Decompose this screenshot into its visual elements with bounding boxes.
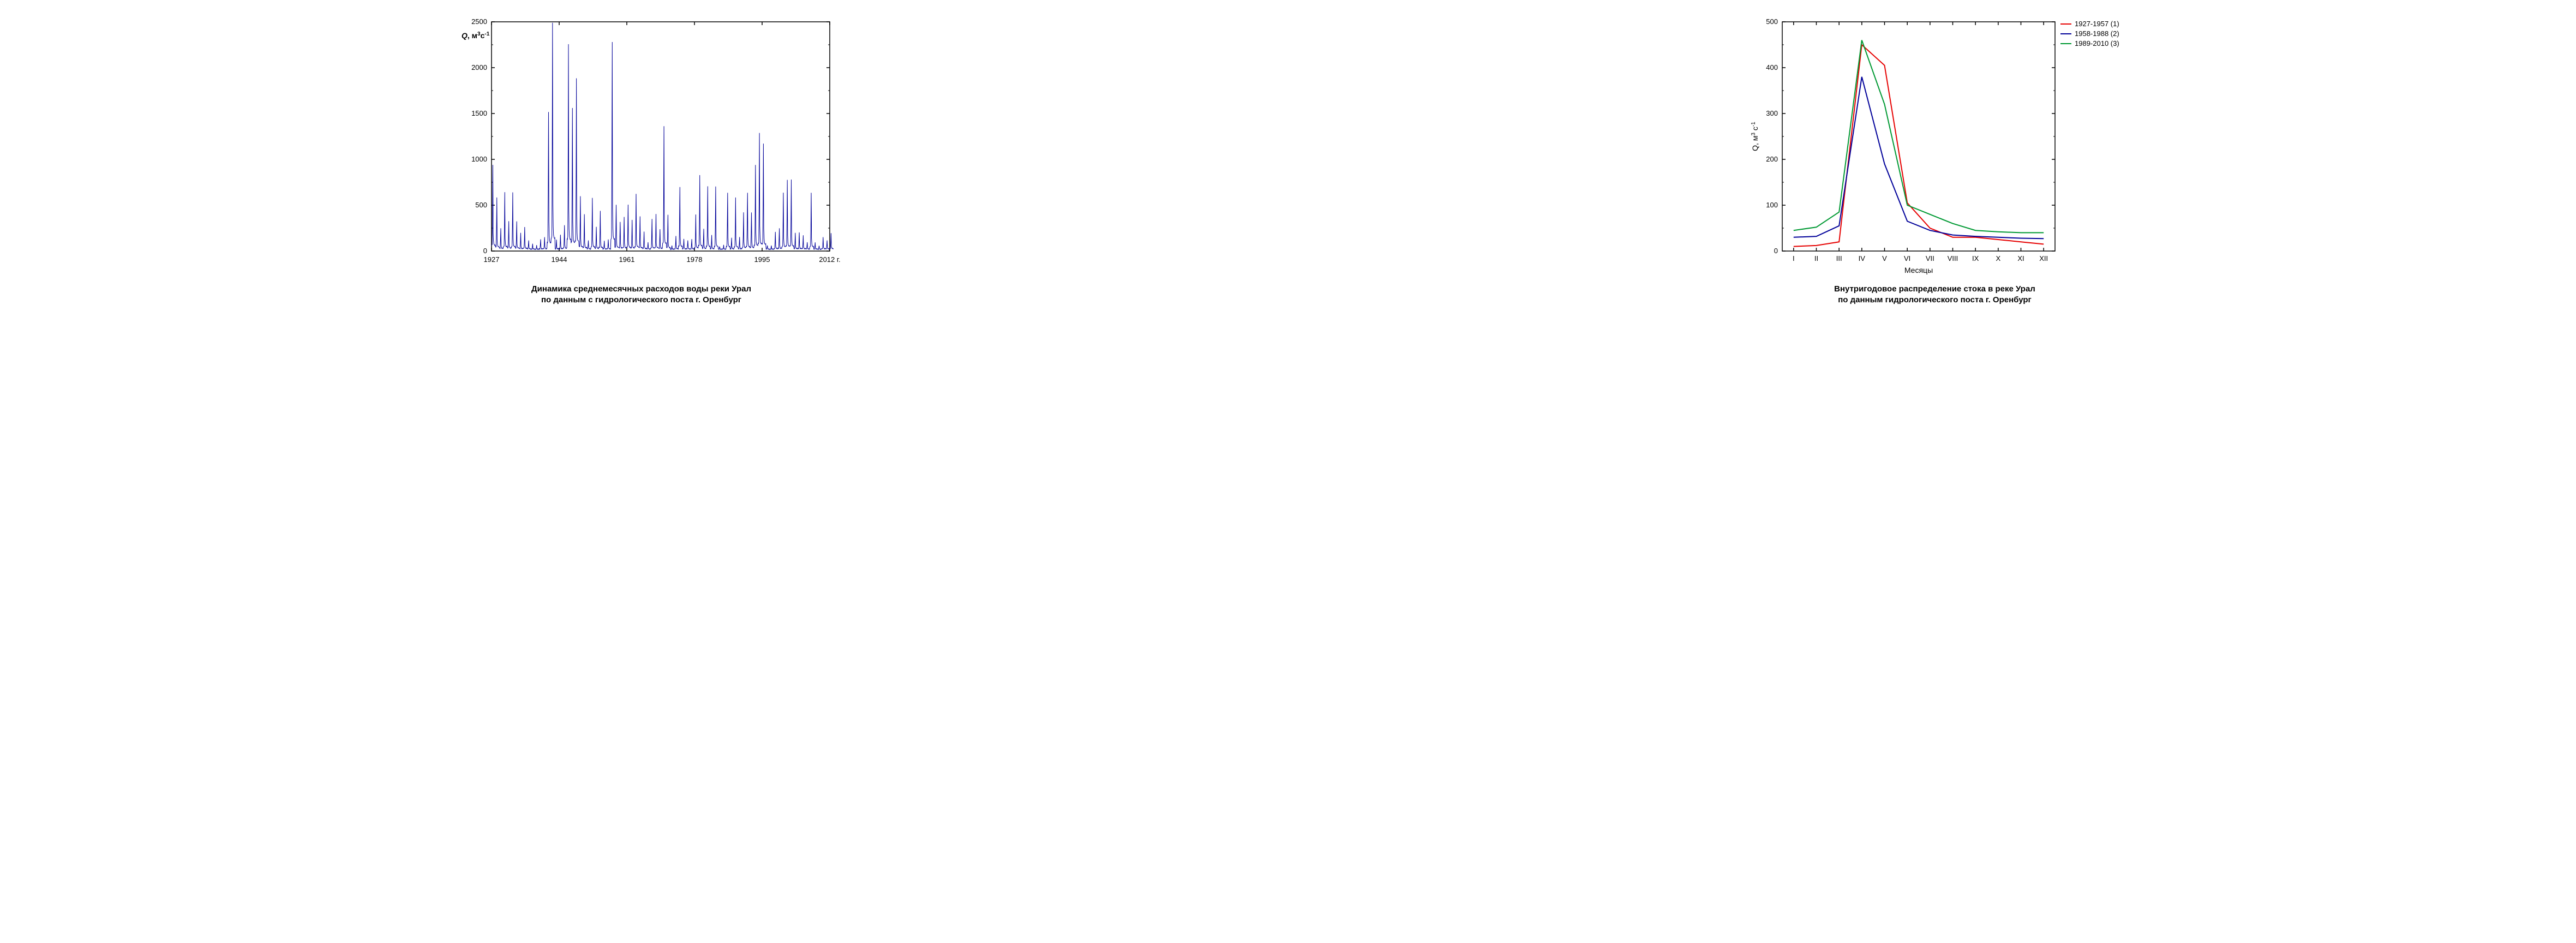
svg-text:2000: 2000 bbox=[471, 63, 487, 71]
svg-text:1944: 1944 bbox=[551, 255, 567, 264]
left-caption-line2: по данным с гидрологического поста г. Ор… bbox=[541, 295, 741, 305]
svg-text:Q, м3с-1: Q, м3с-1 bbox=[462, 31, 490, 40]
svg-text:1927-1957 (1): 1927-1957 (1) bbox=[2075, 20, 2119, 28]
svg-text:II: II bbox=[1814, 254, 1818, 262]
svg-text:200: 200 bbox=[1766, 155, 1778, 163]
svg-text:IV: IV bbox=[1858, 254, 1865, 262]
svg-text:V: V bbox=[1882, 254, 1887, 262]
svg-text:1989-2010 (3): 1989-2010 (3) bbox=[2075, 39, 2119, 47]
svg-text:I: I bbox=[1793, 254, 1795, 262]
left-caption: Динамика среднемесячных расходов воды ре… bbox=[531, 284, 751, 305]
svg-text:300: 300 bbox=[1766, 109, 1778, 117]
svg-text:Месяцы: Месяцы bbox=[1904, 266, 1932, 274]
svg-text:IX: IX bbox=[1972, 254, 1979, 262]
svg-text:2500: 2500 bbox=[471, 17, 487, 26]
svg-text:XI: XI bbox=[2017, 254, 2024, 262]
svg-text:500: 500 bbox=[475, 201, 487, 209]
svg-text:1927: 1927 bbox=[483, 255, 499, 264]
left-chart-svg: 0 500 1000 1500 2000 2500 1927 1944 1961 1978 1995… bbox=[442, 11, 841, 278]
svg-text:0: 0 bbox=[483, 247, 487, 255]
svg-text:1978: 1978 bbox=[686, 255, 702, 264]
left-caption-line1: Динамика среднемесячных расходов воды ре… bbox=[531, 284, 751, 294]
svg-text:1000: 1000 bbox=[471, 155, 487, 163]
svg-text:0: 0 bbox=[1774, 247, 1777, 255]
right-chart-panel: 0100200300400500IIIIIIIVVVIVIIVIIIIXXXIX… bbox=[1304, 11, 2565, 305]
right-chart-svg: 0100200300400500IIIIIIIVVVIVIIVIIIIXXXIX… bbox=[1739, 11, 2131, 278]
svg-text:VI: VI bbox=[1904, 254, 1910, 262]
svg-text:1961: 1961 bbox=[619, 255, 634, 264]
right-caption-line2: по данным гидрологического поста г. Орен… bbox=[1838, 295, 2032, 305]
right-caption: Внутригодовое распределение стока в реке… bbox=[1834, 284, 2035, 305]
svg-text:III: III bbox=[1836, 254, 1842, 262]
svg-text:1958-1988 (2): 1958-1988 (2) bbox=[2075, 29, 2119, 38]
svg-text:2012 г.: 2012 г. bbox=[819, 255, 840, 264]
svg-text:VIII: VIII bbox=[1947, 254, 1958, 262]
svg-text:Q, м3 с-1: Q, м3 с-1 bbox=[1750, 122, 1759, 151]
svg-text:1995: 1995 bbox=[754, 255, 770, 264]
svg-text:VII: VII bbox=[1925, 254, 1934, 262]
svg-text:100: 100 bbox=[1766, 201, 1778, 209]
svg-text:500: 500 bbox=[1766, 17, 1778, 26]
svg-text:X: X bbox=[1996, 254, 2000, 262]
svg-text:1500: 1500 bbox=[471, 109, 487, 117]
svg-text:XII: XII bbox=[2039, 254, 2048, 262]
right-caption-line1: Внутригодовое распределение стока в реке… bbox=[1834, 284, 2035, 294]
left-chart-panel: 0 500 1000 1500 2000 2500 1927 1944 1961 1978 1995… bbox=[11, 11, 1272, 305]
svg-text:400: 400 bbox=[1766, 63, 1778, 71]
